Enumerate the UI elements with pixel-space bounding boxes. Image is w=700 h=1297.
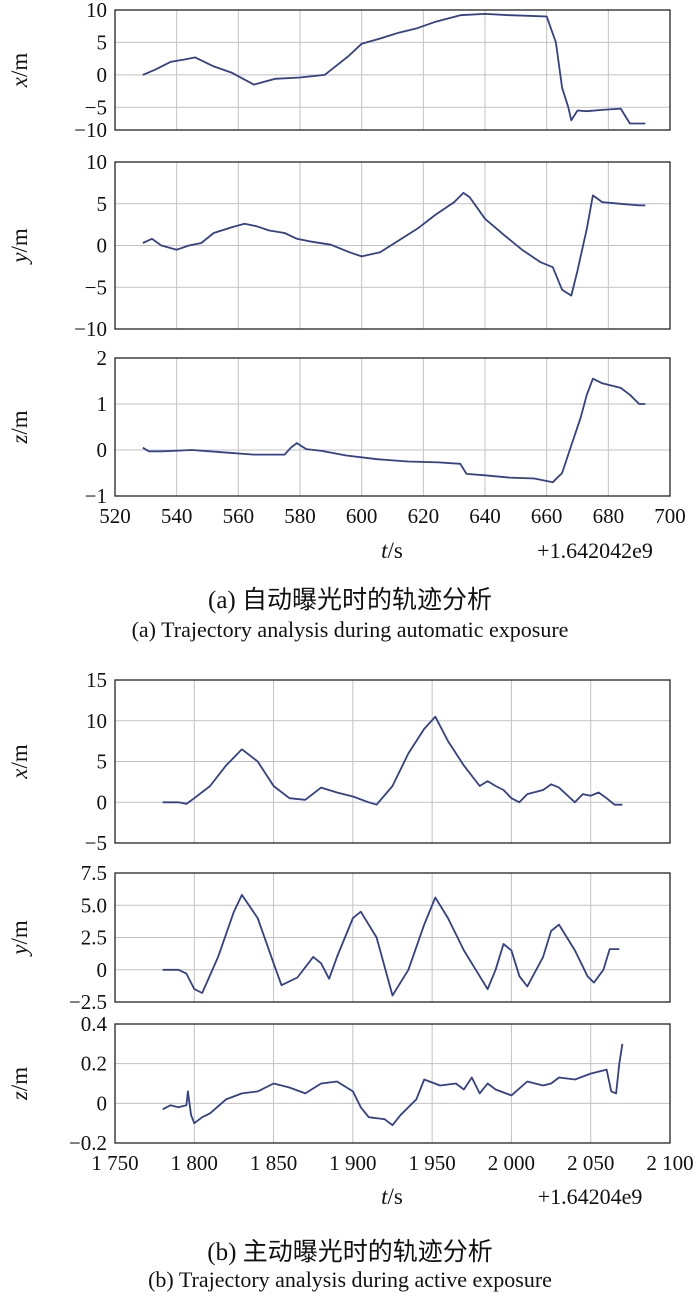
y-tick-label: −1 [85, 484, 107, 508]
y-tick-label: −5 [85, 831, 107, 855]
y-tick-label: 0.4 [81, 1012, 108, 1036]
y-tick-label: 0 [97, 790, 108, 814]
y-tick-label: 0 [97, 958, 108, 982]
y-tick-label: 0.2 [81, 1052, 107, 1076]
subplot-a-x: 10 5 0 −5−10 x/m [7, 0, 671, 142]
y-tick-label: 5 [97, 192, 108, 216]
x-tick-label: 540 [161, 504, 193, 528]
series-line-x [162, 715, 623, 806]
x-tick-label: 560 [223, 504, 255, 528]
y-tick-label: 10 [86, 709, 107, 733]
x-tick-label: 620 [408, 504, 440, 528]
y-tick-label: 5.0 [81, 893, 107, 917]
y-tick-label: 5 [97, 30, 108, 54]
axes-frame [114, 872, 671, 1003]
y-axis-label: z/m [7, 1067, 32, 1101]
series-line-z [162, 1043, 624, 1127]
y-tick-label: 2.5 [81, 926, 107, 950]
axes-frame [114, 9, 671, 131]
y-axis-label: y/m [7, 920, 32, 957]
y-tick-label: 10 [86, 0, 107, 22]
y-tick-label: 7.5 [81, 861, 107, 885]
x-tick-label: 1 850 [250, 1151, 297, 1175]
y-tick-label: −0.2 [69, 1131, 107, 1155]
caption-b-cn: (b) 主动曝光时的轨迹分析 [207, 1239, 493, 1266]
x-offset-label: +1.642042e9 [537, 538, 653, 563]
series-line-y [142, 191, 646, 297]
series-line-y [162, 894, 620, 997]
y-tick-label: −5 [85, 95, 107, 119]
x-tick-label: 520 [99, 504, 131, 528]
x-tick-label: 660 [531, 504, 563, 528]
x-tick-label: 640 [469, 504, 501, 528]
subplot-b-x: 15 10 5 0 −5 x/m [7, 668, 671, 855]
series-line-x [142, 12, 646, 125]
subplot-a-z: 2 1 0 −1 z/m [7, 346, 671, 508]
y-tick-label: −2.5 [69, 990, 107, 1014]
y-axis-label: x/m [7, 53, 32, 89]
y-tick-label: 10 [86, 150, 107, 174]
y-tick-label: 5 [97, 750, 108, 774]
caption-a-en: (a) Trajectory analysis during automatic… [131, 617, 569, 642]
x-tick-label: 1 900 [329, 1151, 376, 1175]
caption-b-en: (b) Trajectory analysis during active ex… [148, 1267, 552, 1292]
y-tick-label: 0 [97, 438, 108, 462]
y-tick-label: 2 [97, 346, 108, 370]
subplot-b-z: 0.4 0.2 0 −0.2 z/m [7, 1012, 671, 1155]
y-tick-label: −10 [74, 118, 107, 142]
x-tick-label: 2 100 [646, 1151, 693, 1175]
axes-frame [114, 161, 671, 330]
x-offset-label: +1.64204e9 [538, 1184, 643, 1209]
y-tick-label: −5 [85, 275, 107, 299]
subplot-b-y: 7.5 5.0 2.5 0 −2.5 y/m [7, 861, 671, 1014]
y-axis-label: y/m [7, 228, 32, 265]
subplot-a-y: 10 5 0 −5 −10 y/m [7, 150, 671, 341]
y-tick-label: 0 [97, 1091, 108, 1115]
x-axis-label: t/s [381, 1184, 403, 1209]
y-axis-label: z/m [7, 410, 32, 444]
x-tick-label: 1 800 [171, 1151, 218, 1175]
x-axis-label: t/s [381, 538, 403, 563]
axes-frame [114, 357, 671, 497]
x-tick-label: 580 [284, 504, 316, 528]
x-tick-label: 600 [346, 504, 378, 528]
y-tick-label: 1 [97, 392, 108, 416]
y-tick-label: 15 [86, 668, 107, 692]
x-tick-label: 2 050 [567, 1151, 614, 1175]
axes-frame [114, 1023, 671, 1144]
y-tick-label: −10 [74, 317, 107, 341]
series-line-z [142, 377, 646, 484]
y-tick-label: 0 [97, 234, 108, 258]
x-tick-label: 2 000 [488, 1151, 535, 1175]
axes-frame [114, 679, 671, 844]
x-tick-label: 700 [654, 504, 686, 528]
caption-a-cn: (a) 自动曝光时的轨迹分析 [208, 587, 492, 614]
x-tick-label: 1 750 [91, 1151, 138, 1175]
y-axis-label: x/m [7, 744, 32, 780]
y-tick-label: 0 [97, 63, 108, 87]
x-tick-label: 680 [593, 504, 625, 528]
x-tick-label: 1 950 [409, 1151, 456, 1175]
